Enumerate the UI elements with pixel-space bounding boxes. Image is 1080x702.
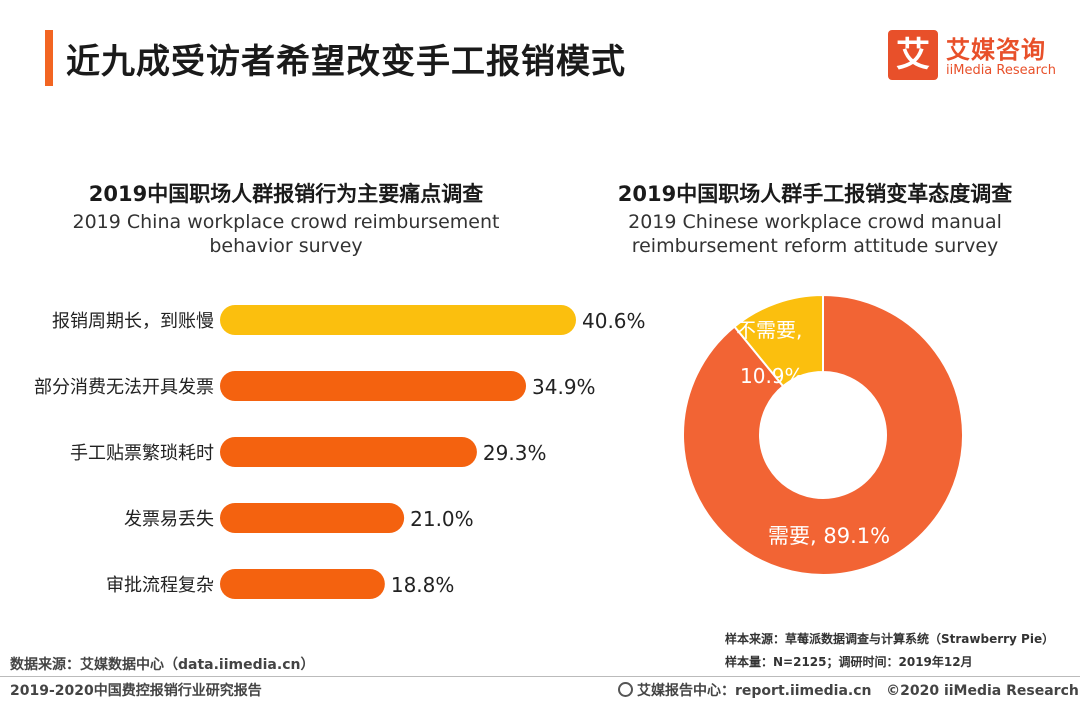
page-title: 近九成受访者希望改变手工报销模式 [66, 42, 626, 82]
bar [220, 569, 385, 599]
logo-icon: 艾 [888, 30, 938, 80]
bar [220, 503, 405, 533]
bar-category-label: 审批流程复杂 [106, 575, 214, 596]
donut-label-need: 需要, 89.1% [768, 524, 890, 548]
bar-chart-title-cn: 2019中国职场人群报销行为主要痛点调查 [88, 182, 484, 206]
donut-chart-title-cn: 2019中国职场人群手工报销变革态度调查 [617, 182, 1013, 206]
sample-size-note: 样本量：N=2125；调研时间：2019年12月 [725, 655, 973, 669]
bar-category-label: 部分消费无法开具发票 [34, 377, 214, 398]
copyright: ©2020 iiMedia Research Inc [886, 683, 1080, 699]
report-name: 2019-2020中国费控报销行业研究报告 [10, 683, 262, 699]
report-center-link[interactable]: 艾媒报告中心：report.iimedia.cn [637, 683, 872, 699]
footer-right: 艾媒报告中心：report.iimedia.cn ©2020 iiMedia R… [618, 680, 1080, 700]
bar-category-label: 发票易丢失 [124, 509, 214, 530]
donut-slice [733, 293, 824, 388]
bar-value-label: 18.8% [391, 573, 455, 597]
bar [220, 305, 576, 335]
sample-source-note: 样本来源：草莓派数据调查与计算系统（Strawberry Pie） [725, 632, 1055, 646]
footer-divider [0, 676, 1080, 677]
brand-logo[interactable]: 艾 艾媒咨询 iiMedia Research [888, 30, 1063, 82]
bar-category-label: 手工贴票繁琐耗时 [70, 443, 214, 464]
logo-cn-text: 艾媒咨询 [946, 36, 1046, 64]
bar-value-label: 34.9% [532, 375, 596, 399]
bar-chart-subtitle-en: 2019 China workplace crowd reimbursement… [72, 211, 500, 257]
donut-slice [682, 293, 964, 576]
donut-chart-title: 2019中国职场人群手工报销变革态度调查 2019 Chinese workpl… [575, 178, 1055, 258]
bar-chart-title: 2019中国职场人群报销行为主要痛点调查 2019 China workplac… [46, 178, 526, 258]
bar-chart: 报销周期长，到账慢 40.6% 部分消费无法开具发票 34.9% 手工贴票繁琐耗时 29.… [34, 305, 646, 599]
globe-icon [618, 682, 633, 697]
donut-label-not-need: 不需要, [736, 318, 802, 342]
title-accent-bar [45, 30, 53, 86]
bar [220, 437, 477, 467]
donut-chart: 需要, 89.1% 不需要, 10.9% [682, 293, 964, 576]
bar [220, 371, 527, 401]
bar-value-label: 21.0% [410, 507, 474, 531]
data-source: 数据来源：艾媒数据中心（data.iimedia.cn） [10, 657, 315, 673]
bar-value-label: 40.6% [582, 309, 646, 333]
donut-label-not-need-value: 10.9% [740, 364, 804, 388]
bar-value-label: 29.3% [483, 441, 547, 465]
bar-category-label: 报销周期长，到账慢 [52, 311, 214, 332]
donut-chart-subtitle-en: 2019 Chinese workplace crowd manual reim… [628, 211, 1002, 257]
logo-en-text: iiMedia Research [946, 63, 1057, 78]
